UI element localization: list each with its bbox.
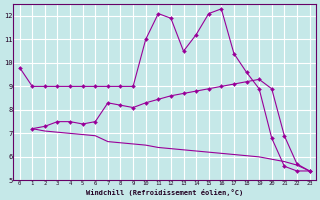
X-axis label: Windchill (Refroidissement éolien,°C): Windchill (Refroidissement éolien,°C) [86,189,243,196]
